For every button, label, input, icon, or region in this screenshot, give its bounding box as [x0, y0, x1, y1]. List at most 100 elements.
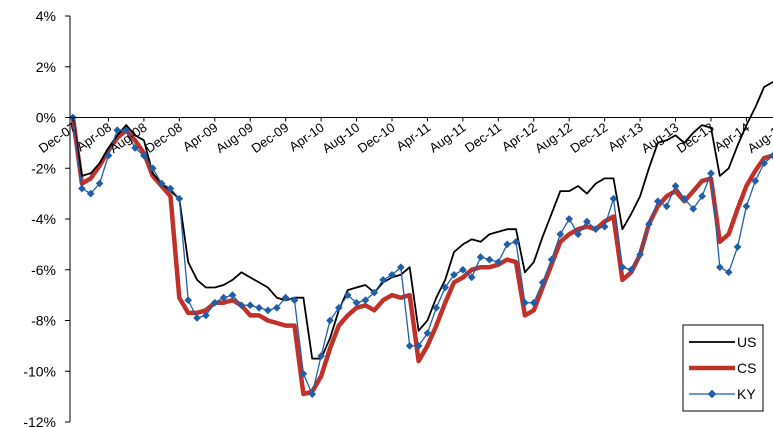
data-point-ky [77, 184, 86, 193]
x-tick-label: Dec-08 [142, 120, 185, 156]
legend-entries: US CS KY [689, 334, 756, 402]
data-point-ky [538, 278, 547, 287]
data-point-ky [405, 341, 414, 350]
x-tick-label: Apr-09 [180, 120, 221, 155]
series-line-us [72, 81, 773, 360]
data-point-ky [671, 182, 680, 190]
x-tick-label: Apr-14 [712, 120, 753, 155]
data-point-ky [600, 222, 609, 231]
data-point-ky [760, 159, 769, 168]
data-point-ky [352, 298, 361, 307]
x-tick-label: Apr-13 [605, 120, 646, 155]
data-point-ky [707, 169, 715, 178]
data-point-ky [308, 390, 317, 399]
data-point-ky [139, 151, 148, 160]
x-tick-label: Aug-09 [213, 120, 256, 156]
data-point-ky [414, 341, 423, 350]
data-point-ky [662, 202, 671, 211]
data-point-ky [201, 311, 210, 320]
data-point-ky [237, 301, 246, 310]
y-tick-label: 0% [36, 110, 56, 126]
data-point-ky [343, 291, 352, 300]
data-point-ky [609, 194, 618, 203]
data-point-ky [485, 255, 494, 264]
y-tick-label: -10% [23, 363, 56, 379]
data-point-ky [512, 237, 520, 246]
data-point-ky [113, 126, 122, 135]
legend-label-us: US [737, 334, 756, 350]
legend-label-ky: KY [737, 386, 756, 402]
data-point-ky [210, 298, 219, 307]
data-point-ky [317, 352, 326, 360]
x-tick-label: Dec-13 [674, 120, 717, 156]
x-tick-label: Apr-12 [499, 120, 540, 155]
x-tick-label: Dec-11 [462, 120, 504, 156]
y-tick-label: -6% [31, 262, 56, 278]
legend-label-cs: CS [737, 360, 756, 376]
data-point-ky [299, 369, 308, 378]
data-point-ky [379, 275, 388, 284]
data-point-ky [529, 298, 538, 307]
data-point-ky [131, 143, 139, 152]
data-point-ky [733, 242, 742, 251]
data-point-ky [263, 306, 272, 315]
data-point-ky [290, 296, 299, 305]
x-tick-label: Dec-09 [248, 120, 291, 156]
data-point-ky [582, 217, 591, 226]
data-point-ky [520, 298, 529, 307]
data-point-ky [334, 303, 343, 312]
data-point-ky [246, 301, 255, 310]
data-point-ky [166, 184, 175, 193]
data-point-ky [503, 240, 512, 249]
x-tick-label: Aug-12 [532, 120, 575, 156]
data-point-ky [547, 255, 556, 264]
data-point-ky [272, 303, 281, 312]
data-point-ky [591, 225, 600, 234]
data-point-ky [467, 273, 476, 282]
data-point-ky [476, 253, 485, 262]
data-point-ky [122, 126, 131, 135]
data-point-ky [370, 288, 379, 297]
x-tick-label: Dec-12 [567, 120, 610, 156]
data-point-ky [724, 268, 733, 277]
data-point-ky [432, 303, 441, 312]
y-tick-label: -8% [31, 313, 56, 329]
x-tick-label: Dec-10 [355, 120, 398, 156]
series-layer [69, 81, 773, 399]
data-point-ky [175, 194, 184, 203]
data-point-ky [644, 220, 653, 229]
data-point-ky [751, 176, 760, 185]
y-axis-ticks [65, 15, 70, 423]
data-point-ky [689, 204, 698, 213]
data-point-ky [680, 194, 689, 203]
x-tick-label: Apr-11 [393, 120, 433, 154]
y-tick-label: -4% [31, 211, 56, 227]
data-point-ky [219, 293, 228, 302]
data-point-ky [388, 270, 396, 279]
data-point-ky [556, 230, 565, 239]
y-axis-labels: 4% 2% 0% -2% -4% -6% -8% -10% -12% [23, 8, 56, 427]
data-point-ky [565, 215, 574, 223]
series-line-cs [70, 115, 773, 397]
legend-marker-ky [707, 389, 717, 399]
data-point-ky [423, 329, 432, 338]
data-point-ky [193, 314, 202, 322]
data-point-ky [494, 258, 503, 267]
x-tick-label: Apr-10 [286, 120, 327, 155]
data-point-ky [742, 202, 751, 211]
data-point-ky [281, 293, 290, 302]
x-axis-labels: Dec-07Apr-08Aug-08Dec-08Apr-09Aug-09Dec-… [36, 117, 773, 156]
y-tick-label: 2% [36, 59, 56, 75]
data-point-ky [228, 291, 237, 300]
data-point-ky [715, 263, 724, 272]
data-point-ky [769, 151, 773, 160]
data-point-ky [653, 197, 662, 206]
data-point-ky [618, 263, 627, 272]
data-point-ky [104, 151, 113, 160]
data-point-ky [458, 265, 467, 274]
data-point-ky [450, 270, 458, 279]
y-tick-label: 4% [36, 8, 56, 24]
legend: US CS KY [682, 324, 764, 412]
y-tick-label: -2% [31, 160, 56, 176]
